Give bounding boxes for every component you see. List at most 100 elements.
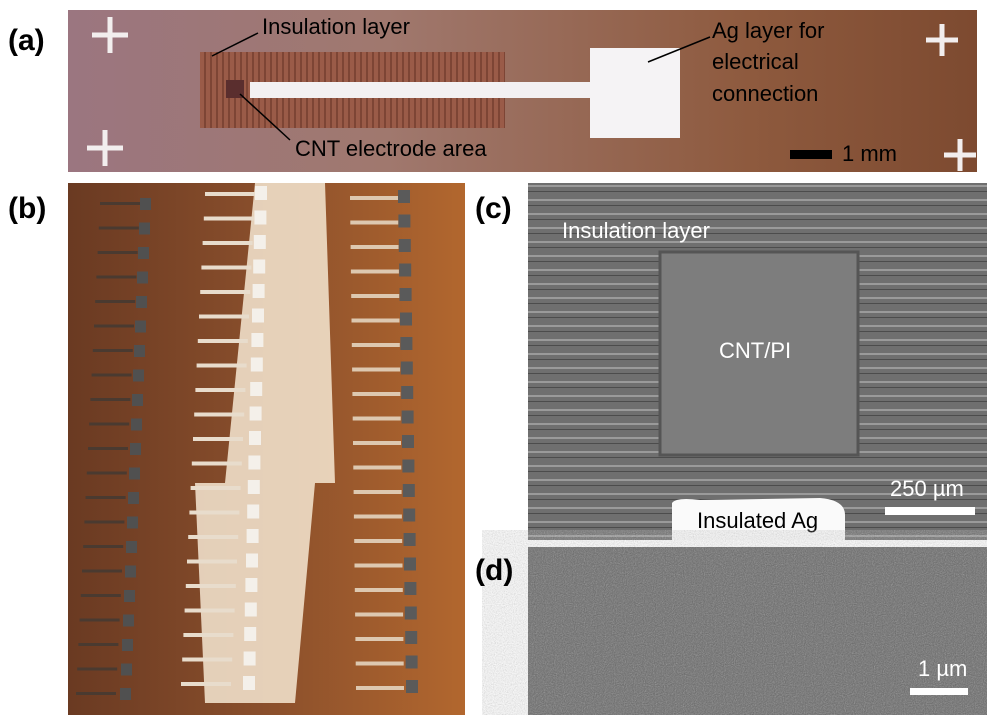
device	[195, 388, 245, 392]
device	[187, 560, 237, 564]
device	[352, 392, 400, 396]
device-pad	[121, 664, 132, 676]
device-pad	[126, 541, 137, 553]
device	[92, 374, 132, 377]
device-pad	[254, 235, 266, 249]
device-pad	[398, 215, 410, 228]
device	[84, 521, 124, 524]
device	[356, 686, 404, 690]
device-pad	[130, 443, 141, 455]
device-pad	[253, 260, 265, 274]
device-pad	[399, 264, 411, 277]
device-pad	[403, 509, 415, 522]
device	[354, 515, 402, 519]
device-pad	[248, 480, 260, 494]
device-pad	[251, 333, 263, 347]
device	[80, 619, 120, 622]
device	[191, 486, 241, 490]
device	[356, 662, 404, 666]
device-pad	[402, 411, 414, 424]
device-pad	[404, 533, 416, 546]
device-pad	[250, 382, 262, 396]
device-pad	[254, 211, 266, 225]
panel-label: (b)	[8, 192, 46, 225]
device	[355, 613, 403, 617]
device	[351, 294, 399, 298]
device	[192, 462, 242, 466]
device	[186, 584, 236, 588]
device-pad	[136, 296, 147, 308]
scale-bar	[790, 150, 832, 159]
device-pad	[135, 321, 146, 333]
device-pad	[252, 309, 264, 323]
device-pad	[245, 578, 257, 592]
device	[188, 535, 238, 539]
device-pad	[400, 288, 412, 301]
annotation: Insulated Ag	[697, 508, 818, 533]
device	[205, 192, 255, 196]
device	[98, 251, 138, 254]
device	[90, 398, 130, 401]
device-pad	[124, 590, 135, 602]
device-pad	[247, 529, 259, 543]
device-pad	[243, 676, 255, 690]
device	[78, 643, 118, 646]
device	[353, 417, 401, 421]
annotation: connection	[712, 81, 818, 106]
device-pad	[122, 639, 133, 651]
device-pad	[140, 198, 151, 210]
panel-label: (c)	[475, 192, 512, 225]
device-pad	[251, 358, 263, 372]
device-pad	[128, 492, 139, 504]
device-pad	[138, 247, 149, 259]
device-pad	[404, 558, 416, 571]
panel-d: (d) 1 µm	[475, 547, 987, 715]
device-pad	[401, 386, 413, 399]
device	[89, 423, 129, 426]
device	[189, 511, 239, 515]
figure: (a) Insulation layer Ag layer for electr…	[0, 0, 987, 715]
device-pad	[401, 362, 413, 375]
device	[93, 349, 133, 352]
scale-label: 1 mm	[842, 141, 897, 166]
scale-label: 1 µm	[918, 656, 967, 681]
device	[351, 245, 399, 249]
device	[355, 564, 403, 568]
device	[96, 276, 136, 279]
device	[100, 202, 140, 205]
device	[193, 437, 243, 441]
device-pad	[255, 186, 267, 200]
device-pad	[132, 394, 143, 406]
panel-a: (a) Insulation layer Ag layer for electr…	[8, 10, 977, 172]
device-pad	[246, 554, 258, 568]
device-pad	[134, 345, 145, 357]
scale-bar	[910, 688, 968, 695]
device-pad	[403, 484, 415, 497]
panel-b: (b)	[8, 183, 465, 715]
annotation: Insulation layer	[562, 218, 710, 243]
device	[350, 221, 398, 225]
device-pad	[400, 337, 412, 350]
device	[355, 637, 403, 641]
panel-c: (c) Insulation layer CNT/PI Insulated Ag…	[475, 183, 987, 540]
device	[199, 315, 249, 319]
device	[88, 447, 128, 450]
device-pad	[139, 223, 150, 235]
device	[354, 539, 402, 543]
device	[182, 658, 232, 662]
device	[198, 339, 248, 343]
device	[76, 692, 116, 695]
device-pad	[123, 615, 134, 627]
device	[83, 545, 123, 548]
device	[197, 364, 247, 368]
device-pad	[398, 190, 410, 203]
panel-label: (d)	[475, 554, 513, 587]
device-pad	[248, 456, 260, 470]
device-pad	[404, 582, 416, 595]
device-pad	[129, 468, 140, 480]
scale-label: 250 µm	[890, 476, 964, 501]
device-pad	[405, 631, 417, 644]
device-pad	[402, 460, 414, 473]
ag-pad	[590, 48, 680, 138]
device-pad	[131, 419, 142, 431]
